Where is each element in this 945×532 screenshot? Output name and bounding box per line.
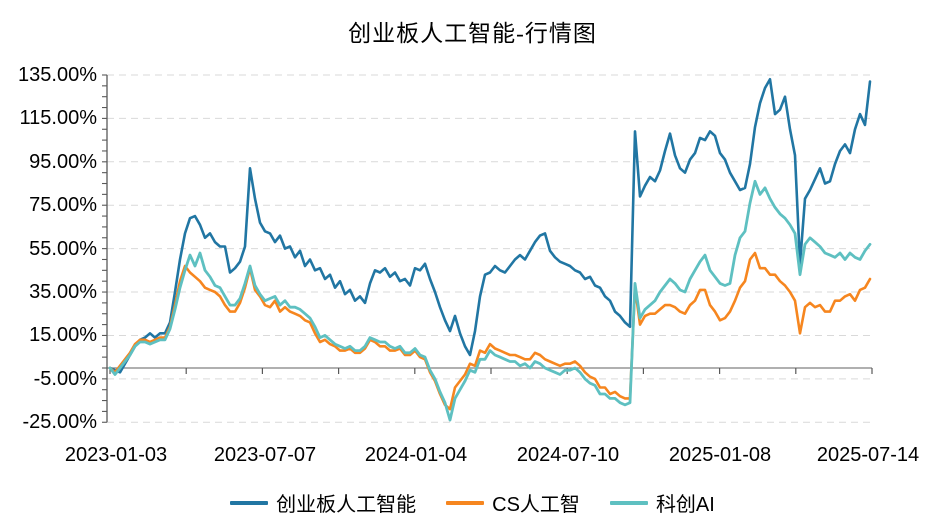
x-axis-tick-label: 2024-07-10 bbox=[516, 444, 620, 466]
legend-item-kechuang-ai: 科创AI bbox=[609, 488, 715, 517]
gridlines bbox=[107, 74, 872, 423]
legend-label: CS人工智 bbox=[492, 494, 580, 516]
legend-line-swatch-orange bbox=[446, 500, 485, 505]
legend-label: 创业板人工智能 bbox=[276, 494, 417, 516]
y-axis-tick-label: 75.00% bbox=[29, 194, 97, 217]
legend-item-chuangyeban: 创业板人工智能 bbox=[230, 488, 416, 517]
series-line-1 bbox=[108, 251, 872, 411]
x-axis-tick-label: 2024-01-04 bbox=[364, 444, 468, 466]
series-line-2 bbox=[108, 179, 872, 422]
chart-title: 创业板人工智能-行情图 bbox=[348, 21, 597, 46]
series-line-0 bbox=[108, 78, 872, 374]
x-axis-tick-label: 2023-01-03 bbox=[64, 444, 168, 466]
y-axis-tick-label: 15.00% bbox=[29, 324, 97, 347]
x-axis-tick-label: 2025-07-14 bbox=[816, 444, 920, 466]
x-axis-ticks bbox=[109, 368, 873, 374]
legend-line-swatch-teal bbox=[609, 500, 648, 505]
y-axis-tick-label: 95.00% bbox=[29, 150, 97, 173]
x-axis-tick-label: 2025-01-08 bbox=[668, 444, 772, 466]
chart-legend: 创业板人工智能 CS人工智 科创AI bbox=[0, 488, 945, 517]
legend-label: 科创AI bbox=[655, 494, 715, 516]
y-axis-line bbox=[102, 74, 108, 423]
legend-line-swatch-blue bbox=[230, 500, 269, 505]
x-axis-tick-label: 2023-07-07 bbox=[213, 444, 317, 466]
y-axis-tick-label: 55.00% bbox=[29, 237, 97, 260]
y-axis-tick-label: 115.00% bbox=[19, 107, 97, 130]
y-axis-tick-label: -5.00% bbox=[33, 367, 97, 390]
y-axis-tick-label: -25.00% bbox=[22, 411, 98, 434]
legend-item-cs-ai: CS人工智 bbox=[446, 488, 580, 517]
y-axis-tick-label: 35.00% bbox=[29, 281, 97, 304]
y-axis-tick-label: 135.00% bbox=[18, 63, 97, 86]
